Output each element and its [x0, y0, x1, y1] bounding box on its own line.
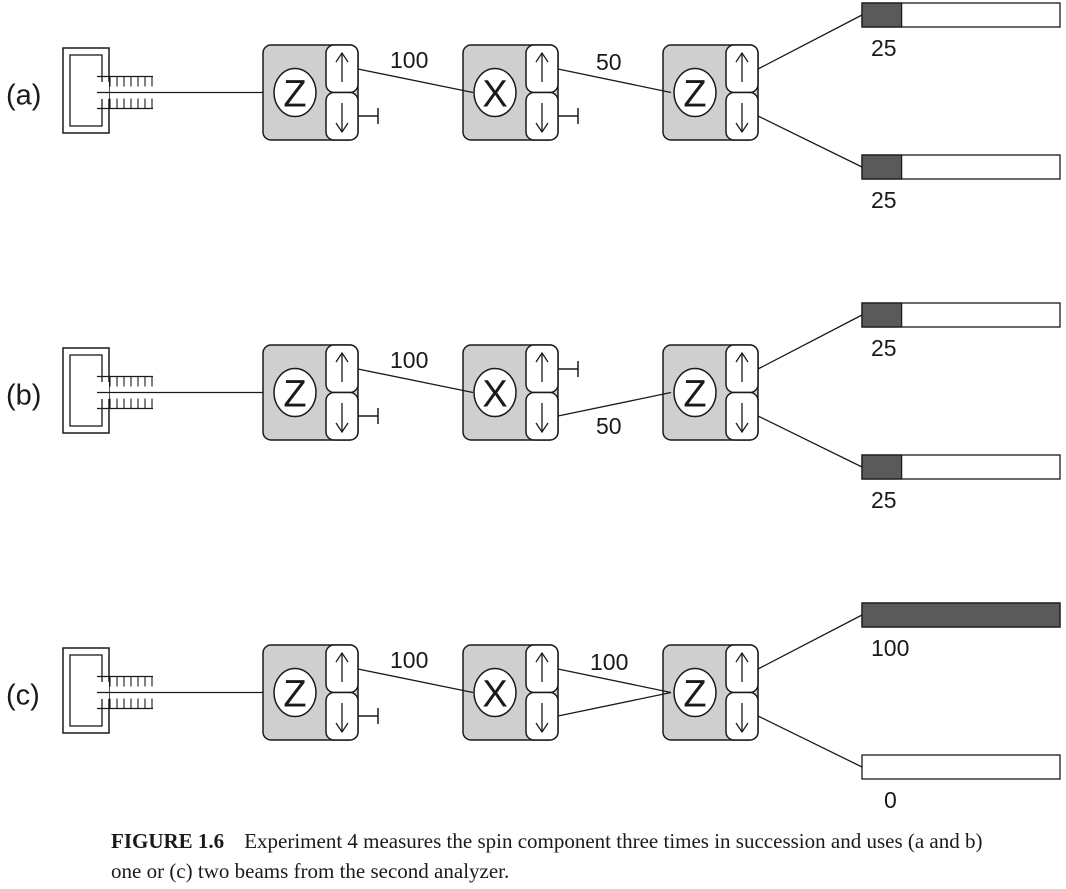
counter-value: 25 — [871, 487, 897, 513]
output-up-beam — [757, 14, 863, 70]
up-arrowhead-icon — [335, 651, 349, 663]
counter-value: 25 — [871, 187, 897, 213]
analyzer-ellipse — [473, 67, 517, 118]
analyzer-label: Z — [283, 674, 306, 716]
down-arrowhead-icon — [735, 422, 749, 434]
output-up-beam — [757, 314, 863, 370]
analyzer-ellipse — [273, 367, 317, 418]
beam-1-to-2 — [357, 668, 474, 694]
analyzer-label: X — [482, 674, 507, 716]
analyzer-label: Z — [683, 374, 706, 416]
caption-figure-label: FIGURE 1.6 — [111, 829, 225, 853]
up-arrowhead-icon — [735, 651, 749, 663]
analyzer-ellipse — [273, 67, 317, 118]
down-arrowhead-icon — [335, 722, 349, 734]
analyzer-z: Z — [262, 644, 359, 741]
beam-1-to-2 — [357, 68, 474, 94]
down-arrowhead-icon — [535, 722, 549, 734]
counter-fill — [861, 454, 903, 480]
stern-gerlach-diagram: (a) Z X Z 100 50 25 25 (b) Z X Z 100 50 25 25 (c) Z X Z 100 1… — [6, 2, 1061, 813]
analyzer-x: X — [462, 44, 559, 141]
up-arrowhead-icon — [535, 51, 549, 63]
analyzer-ellipse — [273, 667, 317, 718]
analyzer-label: Z — [683, 674, 706, 716]
beam-2-to-3-up — [557, 668, 672, 694]
oven-source — [62, 647, 263, 734]
counter-fill — [861, 602, 1061, 628]
counter-down: 25 — [861, 154, 1061, 213]
oven-source — [62, 347, 263, 434]
output-down-beam — [757, 115, 863, 168]
counter-value: 0 — [884, 787, 897, 813]
counter-down: 0 — [861, 754, 1061, 813]
oven-source — [62, 47, 263, 134]
counter-up: 100 — [861, 602, 1061, 661]
analyzer-label: Z — [683, 74, 706, 116]
oven-opening — [97, 382, 109, 399]
beam-2-to-3-count: 50 — [596, 49, 622, 75]
figure-caption: FIGURE 1.6 Experiment 4 measures the spin… — [111, 826, 1011, 886]
analyzer-z: Z — [662, 644, 759, 741]
counter-fill — [861, 154, 903, 180]
counter-up: 25 — [861, 302, 1061, 361]
beam-2-to-3-up — [557, 68, 672, 94]
beam-2-to-3-down — [557, 391, 672, 417]
analyzer-z: Z — [262, 44, 359, 141]
counter-box — [861, 754, 1061, 780]
analyzer-ellipse — [673, 367, 717, 418]
analyzer-label: X — [482, 374, 507, 416]
down-arrowhead-icon — [535, 422, 549, 434]
analyzer-label: Z — [283, 74, 306, 116]
up-arrowhead-icon — [735, 51, 749, 63]
analyzer-ellipse — [473, 667, 517, 718]
up-arrowhead-icon — [735, 351, 749, 363]
down-arrowhead-icon — [335, 422, 349, 434]
beam-1-to-2-count: 100 — [390, 347, 428, 373]
oven-inner — [69, 54, 103, 127]
beam-2-to-3-count: 100 — [590, 649, 628, 675]
down-arrowhead-icon — [335, 122, 349, 134]
up-arrowhead-icon — [335, 351, 349, 363]
experiment-c: (c) Z X Z 100 100 100 0 — [6, 602, 1061, 813]
experiment-a: (a) Z X Z 100 50 25 25 — [6, 2, 1061, 213]
analyzer-label: X — [482, 74, 507, 116]
experiment-label: (a) — [6, 80, 41, 112]
analyzer-x: X — [462, 644, 559, 741]
down-arrowhead-icon — [735, 122, 749, 134]
analyzer-ellipse — [673, 667, 717, 718]
down-arrowhead-icon — [735, 722, 749, 734]
experiment-label: (b) — [6, 380, 41, 412]
beam-2-to-3-down — [557, 691, 672, 717]
analyzer-x: X — [462, 344, 559, 441]
counter-value: 25 — [871, 335, 897, 361]
counter-up: 25 — [861, 2, 1061, 61]
up-arrowhead-icon — [535, 651, 549, 663]
beam-1-to-2 — [357, 368, 474, 394]
counter-value: 25 — [871, 35, 897, 61]
beam-1-to-2-count: 100 — [390, 47, 428, 73]
analyzer-ellipse — [473, 367, 517, 418]
analyzer-z: Z — [262, 344, 359, 441]
analyzer-z: Z — [662, 344, 759, 441]
beam-1-to-2-count: 100 — [390, 647, 428, 673]
counter-down: 25 — [861, 454, 1061, 513]
output-down-beam — [757, 715, 863, 768]
counter-fill — [861, 2, 903, 28]
output-down-beam — [757, 415, 863, 468]
counter-fill — [861, 302, 903, 328]
output-up-beam — [757, 614, 863, 670]
counter-value: 100 — [871, 635, 909, 661]
down-arrowhead-icon — [535, 122, 549, 134]
analyzer-label: Z — [283, 374, 306, 416]
analyzer-z: Z — [662, 44, 759, 141]
analyzer-ellipse — [673, 67, 717, 118]
experiment-label: (c) — [6, 680, 40, 712]
beam-2-to-3-count: 50 — [596, 413, 622, 439]
experiment-b: (b) Z X Z 100 50 25 25 — [6, 302, 1061, 513]
up-arrowhead-icon — [535, 351, 549, 363]
up-arrowhead-icon — [335, 51, 349, 63]
caption-text: Experiment 4 measures the spin component… — [111, 829, 983, 883]
oven-opening — [97, 82, 109, 99]
oven-opening — [97, 682, 109, 699]
